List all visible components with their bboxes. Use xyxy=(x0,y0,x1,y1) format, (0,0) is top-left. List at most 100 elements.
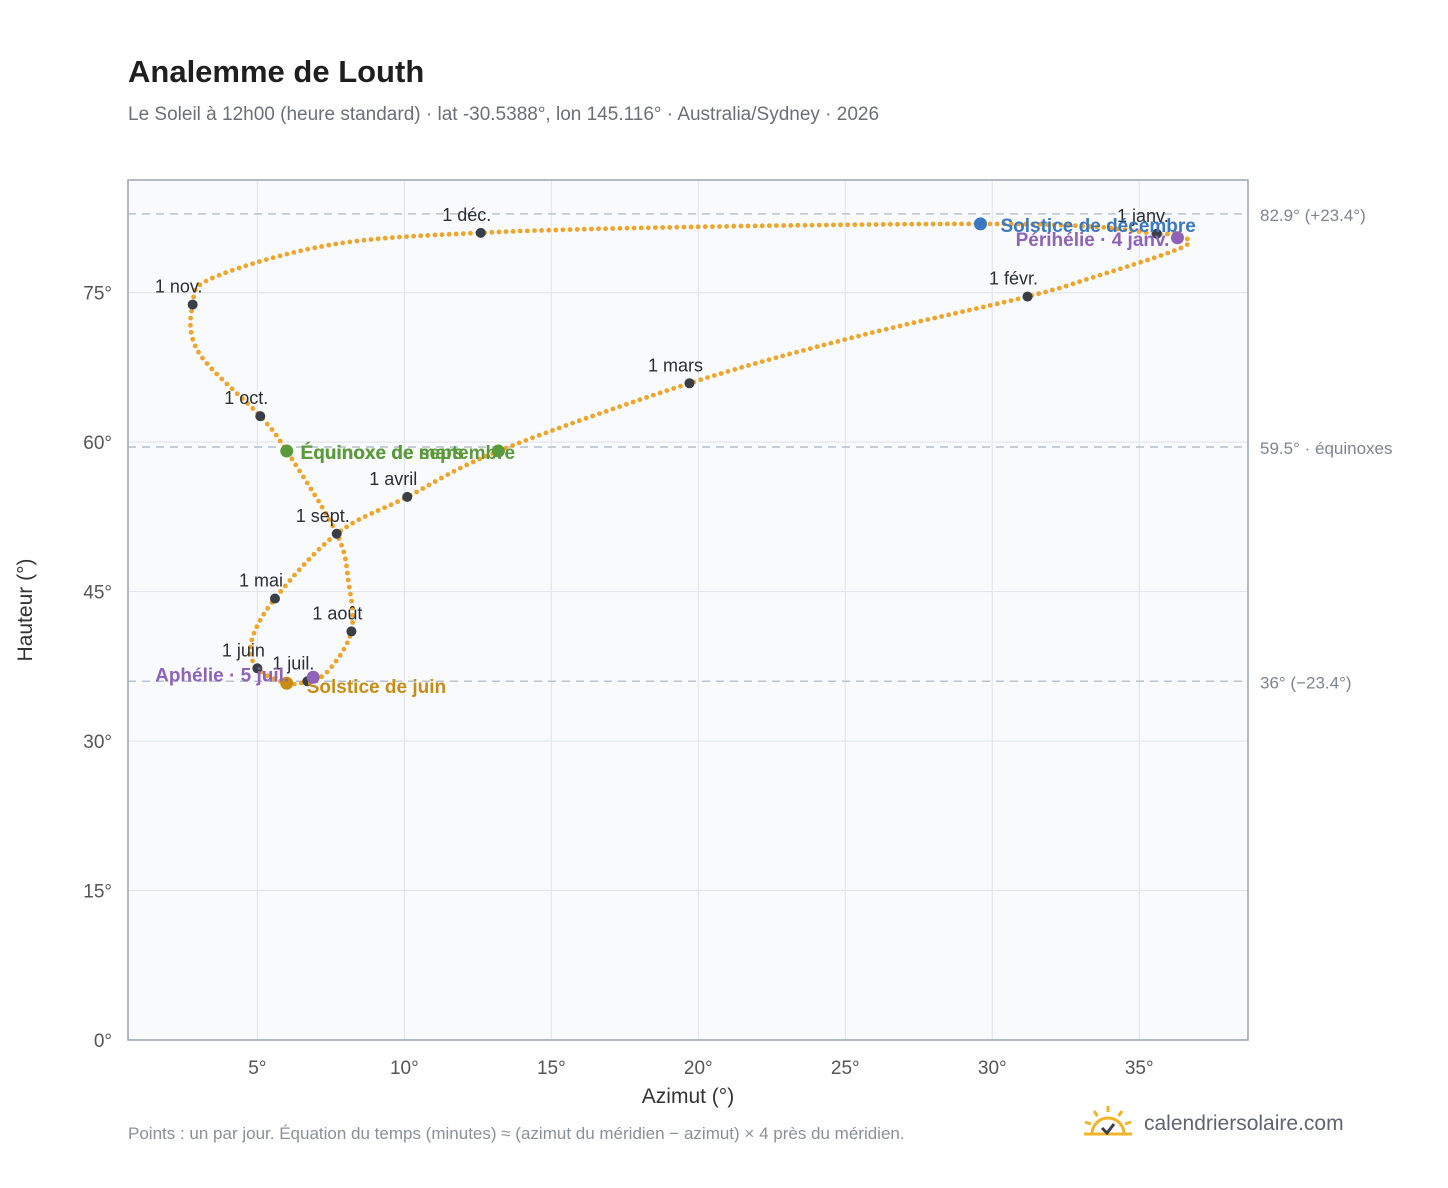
day-point xyxy=(439,232,445,238)
day-point xyxy=(188,329,194,335)
day-point xyxy=(411,233,416,239)
day-point xyxy=(197,282,203,288)
day-point xyxy=(1044,222,1050,228)
event-marker xyxy=(280,676,294,690)
x-tick-label: 15° xyxy=(537,1058,566,1079)
day-point xyxy=(316,546,322,552)
brand-name: calendriersolaire.com xyxy=(1144,1112,1344,1135)
day-point xyxy=(859,222,865,228)
day-point xyxy=(987,303,993,308)
day-point xyxy=(445,472,451,477)
day-point xyxy=(589,226,594,232)
day-point xyxy=(530,435,535,441)
day-point xyxy=(842,337,848,342)
event-label: Aphélie · 5 juil. xyxy=(155,665,289,686)
day-point xyxy=(1145,257,1150,263)
day-point xyxy=(349,598,354,604)
day-point xyxy=(887,221,893,227)
day-point xyxy=(470,459,476,465)
day-point xyxy=(787,351,792,357)
day-point xyxy=(831,222,836,228)
month-label: 1 févr. xyxy=(989,269,1038,289)
day-point xyxy=(324,669,330,675)
day-point xyxy=(674,224,680,230)
day-point xyxy=(345,577,351,583)
day-point xyxy=(250,658,256,664)
day-point xyxy=(464,462,470,468)
day-point xyxy=(746,363,751,368)
day-point xyxy=(590,413,596,419)
day-point xyxy=(395,499,400,505)
day-point xyxy=(273,432,279,438)
day-point xyxy=(1108,225,1114,231)
day-point xyxy=(1050,287,1055,293)
day-point xyxy=(1118,266,1123,272)
chart-title: Analemme de Louth xyxy=(128,54,425,89)
day-point xyxy=(297,468,302,474)
day-point xyxy=(752,223,758,229)
day-point xyxy=(345,570,350,576)
day-point xyxy=(439,475,444,481)
day-point xyxy=(1001,221,1007,227)
brand[interactable]: calendriersolaire.com xyxy=(1082,1102,1344,1146)
day-point xyxy=(257,259,262,264)
day-point xyxy=(343,556,348,562)
y-tick-label: 45° xyxy=(83,583,112,604)
day-point xyxy=(702,224,708,230)
day-point xyxy=(1084,277,1089,282)
day-point xyxy=(610,406,616,412)
day-point xyxy=(229,386,235,392)
day-point xyxy=(341,549,347,555)
day-point xyxy=(1165,231,1170,237)
day-point xyxy=(468,230,473,236)
event-marker xyxy=(306,670,320,684)
day-point xyxy=(432,479,438,484)
day-point xyxy=(446,231,452,237)
day-point xyxy=(1073,223,1078,229)
day-point xyxy=(489,229,495,235)
day-point xyxy=(277,253,283,259)
day-point xyxy=(717,224,722,229)
day-point xyxy=(418,233,424,239)
day-point xyxy=(375,508,381,513)
day-point xyxy=(823,222,829,228)
event-label: Solstice de décembre xyxy=(1000,216,1195,237)
day-point xyxy=(349,605,355,611)
day-point xyxy=(739,365,744,370)
day-point xyxy=(330,523,336,529)
day-point xyxy=(344,524,349,530)
day-point xyxy=(1165,250,1171,256)
day-point xyxy=(316,498,321,504)
day-point xyxy=(1063,283,1069,289)
day-point xyxy=(1171,248,1177,254)
x-axis-ticks: 5° 10° 15° 20° 25° 30° 35° xyxy=(248,1058,1153,1079)
day-point xyxy=(1115,226,1121,232)
day-point xyxy=(344,640,350,646)
day-point xyxy=(821,342,827,348)
day-point xyxy=(974,306,979,311)
day-point xyxy=(312,245,318,251)
reference-line-label: 82.9° (+23.4°) xyxy=(1260,206,1366,225)
day-point xyxy=(1037,222,1043,227)
day-point xyxy=(759,223,765,229)
day-point xyxy=(809,222,815,228)
day-point xyxy=(705,375,710,380)
day-point xyxy=(925,317,931,322)
x-tick-label: 25° xyxy=(831,1058,860,1079)
event-marker xyxy=(491,444,505,458)
day-point xyxy=(1124,264,1130,269)
reference-line-label: 36° (−23.4°) xyxy=(1260,673,1352,692)
day-point xyxy=(192,287,198,293)
y-axis-label: Hauteur (°) xyxy=(14,559,37,662)
day-point xyxy=(510,229,516,234)
x-tick-label: 5° xyxy=(248,1058,266,1079)
day-point xyxy=(536,432,542,438)
x-axis-label: Azimut (°) xyxy=(642,1085,734,1108)
day-point xyxy=(1030,221,1036,227)
day-point xyxy=(517,228,523,234)
day-point xyxy=(296,567,302,573)
day-point xyxy=(350,612,356,618)
day-point xyxy=(802,222,808,228)
month-label: 1 mars xyxy=(648,355,703,375)
day-point xyxy=(404,234,409,240)
